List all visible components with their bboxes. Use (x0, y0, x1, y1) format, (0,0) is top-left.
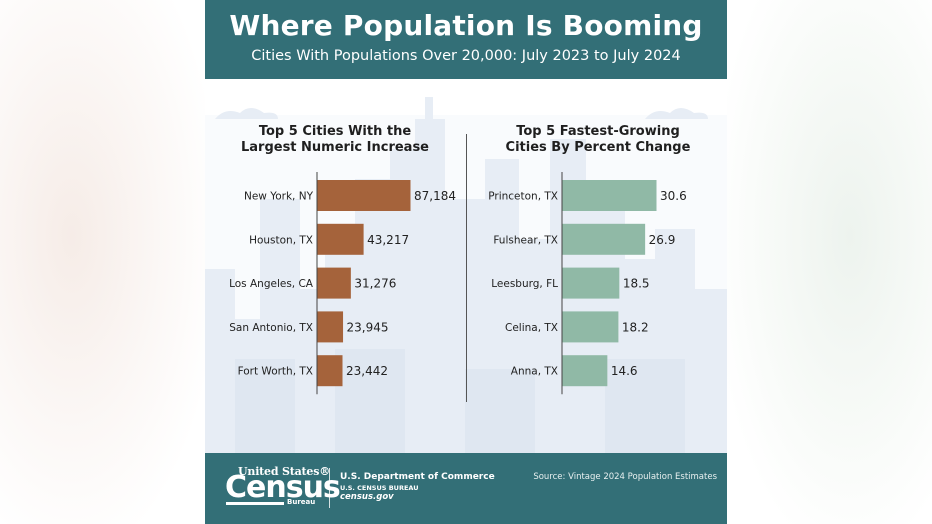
right-value-label: 18.5 (623, 277, 650, 291)
census-logo: Census (225, 470, 341, 505)
right-value-label: 30.6 (660, 189, 687, 203)
right-category-label: Celina, TX (505, 322, 558, 334)
left-chart-title-line-1: Top 5 Cities With the (258, 124, 412, 139)
left-bar (317, 223, 364, 255)
page-subtitle: Cities With Populations Over 20,000: Jul… (251, 48, 681, 64)
left-category-label: Los Angeles, CA (229, 278, 314, 290)
infographic-card: Where Population Is Booming Cities With … (205, 0, 727, 524)
left-value-label: 23,442 (346, 364, 388, 378)
chart-divider (466, 134, 467, 402)
header-banner: Where Population Is Booming Cities With … (205, 0, 727, 79)
department-name: U.S. Department of Commerce (340, 472, 495, 482)
right-bar (562, 223, 646, 255)
left-category-label: San Antonio, TX (229, 322, 313, 334)
right-bar (562, 180, 657, 211)
left-value-label: 43,217 (367, 233, 409, 247)
right-chart-title-line-1: Top 5 Fastest-Growing (516, 124, 680, 139)
right-chart-title: Top 5 Fastest-Growing Cities By Percent … (483, 124, 713, 156)
right-category-label: Princeton, TX (488, 191, 558, 203)
census-logo-bureau: Bureau (287, 498, 316, 506)
left-value-label: 87,184 (414, 189, 456, 203)
bar-charts: New York, NY 87,184 Houston, TX 43,217 Los A… (229, 172, 687, 395)
source-note: Source: Vintage 2024 Population Estimate… (533, 472, 717, 482)
footer-divider (329, 468, 330, 508)
background-glow-left (0, 0, 205, 524)
left-bar (317, 311, 344, 343)
chart-area: Top 5 Cities With the Largest Numeric In… (205, 79, 727, 453)
left-bar (317, 355, 343, 387)
right-bar (562, 311, 619, 343)
left-value-label: 31,276 (354, 277, 396, 291)
census-logo-top: United States® (238, 465, 330, 478)
left-category-label: Houston, TX (249, 234, 313, 246)
census-logo-underline (226, 502, 284, 505)
right-category-label: Leesburg, FL (491, 278, 558, 290)
left-category-label: New York, NY (244, 191, 314, 203)
right-value-label: 14.6 (611, 364, 638, 378)
right-chart-title-line-2: Cities By Percent Change (505, 140, 691, 155)
left-bar (317, 267, 351, 299)
right-value-label: 18.2 (622, 320, 649, 334)
bureau-name: U.S. CENSUS BUREAU (340, 484, 419, 492)
page-title: Where Population Is Booming (229, 9, 703, 42)
left-value-label: 23,945 (347, 320, 389, 334)
left-category-label: Fort Worth, TX (238, 366, 313, 378)
right-value-label: 26.9 (649, 233, 676, 247)
website-link[interactable]: census.gov (340, 492, 394, 502)
footer-banner: United States® Census Bureau U.S. Depart… (205, 453, 727, 524)
right-category-label: Fulshear, TX (493, 234, 558, 246)
left-chart-title: Top 5 Cities With the Largest Numeric In… (220, 124, 450, 156)
left-chart-title-line-2: Largest Numeric Increase (240, 140, 430, 155)
right-bar (562, 355, 608, 387)
background-glow-right (727, 0, 932, 524)
right-bar (562, 267, 620, 299)
right-category-label: Anna, TX (511, 366, 558, 378)
left-bar (317, 180, 411, 211)
